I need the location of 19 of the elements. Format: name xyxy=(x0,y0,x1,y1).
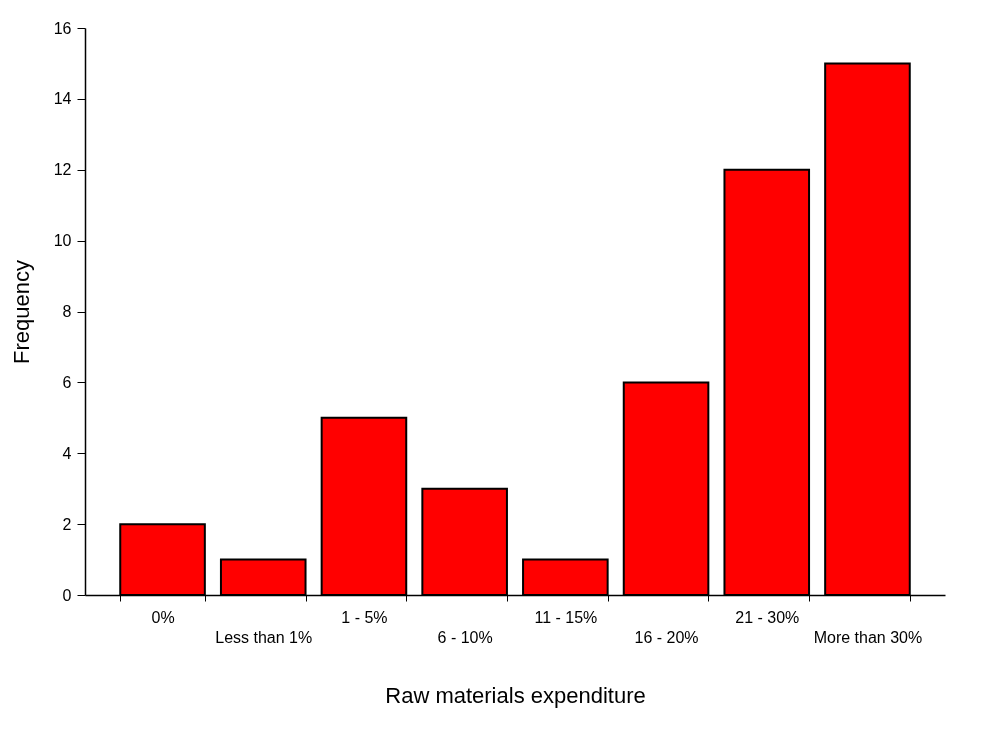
x-tick-label: 11 - 15% xyxy=(534,608,598,626)
y-tick-label: 6 xyxy=(62,373,72,391)
x-tick-label: 1 - 5% xyxy=(341,608,388,626)
y-tick-label: 10 xyxy=(53,232,72,250)
x-tick-label: 21 - 30% xyxy=(735,608,800,626)
x-tick-label: Less than 1% xyxy=(215,628,313,646)
y-tick-label: 16 xyxy=(53,19,72,37)
y-tick-label: 0 xyxy=(62,586,72,604)
y-tick-label: 14 xyxy=(53,90,72,108)
y-tick-label: 12 xyxy=(53,161,72,179)
y-tick-label: 4 xyxy=(62,444,72,462)
x-tick-label: 16 - 20% xyxy=(634,628,699,646)
y-tick-label: 8 xyxy=(62,303,72,320)
x-tick-label: More than 30% xyxy=(813,628,923,646)
y-axis-title: Frequency xyxy=(8,260,34,364)
x-tick-label: 6 - 10% xyxy=(437,628,493,646)
y-tick-label: 2 xyxy=(62,515,72,533)
x-axis-title: Raw materials expenditure xyxy=(385,682,646,708)
x-tick-label: 0% xyxy=(151,608,175,626)
